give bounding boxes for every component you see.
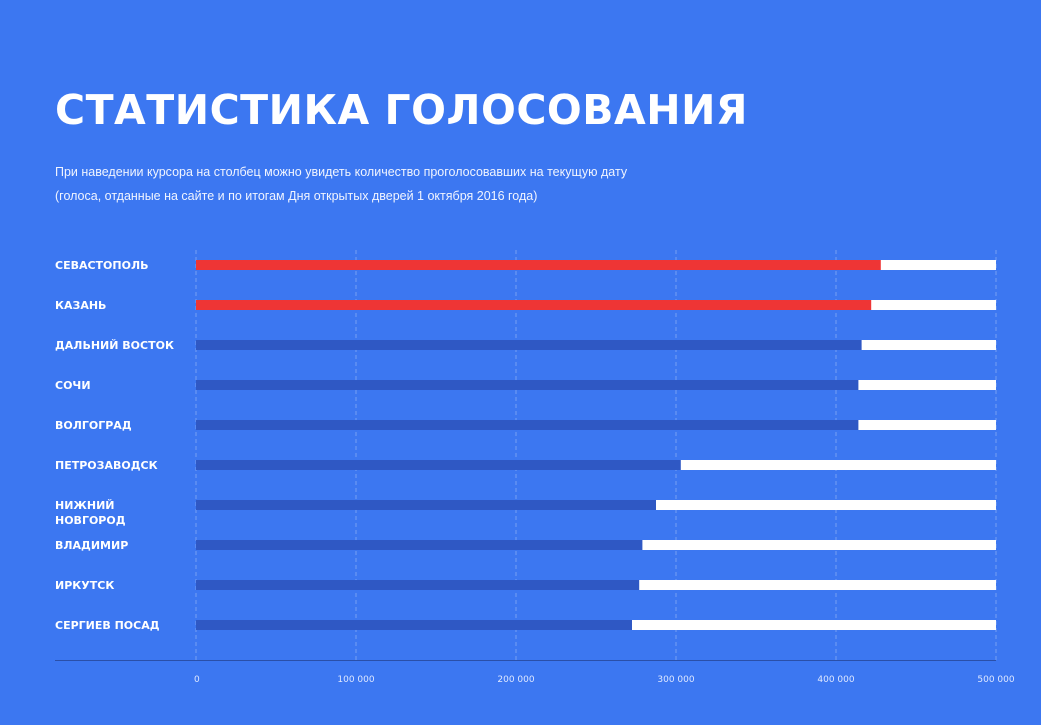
category-label: СОЧИ (55, 379, 91, 392)
bar[interactable] (196, 380, 859, 390)
category-label: ИРКУТСК (55, 579, 114, 592)
category-label: ВОЛГОГРАД (55, 419, 132, 432)
bar[interactable] (196, 340, 862, 350)
x-tick-label: 100 000 (337, 675, 374, 685)
x-tick-label: 500 000 (977, 675, 1014, 685)
bar[interactable] (196, 580, 640, 590)
x-tick-label: 0 (194, 675, 200, 685)
category-label: ПЕТРОЗАВОДСК (55, 459, 158, 472)
x-tick-label: 300 000 (657, 675, 694, 685)
x-tick-label: 400 000 (817, 675, 854, 685)
category-label: СЕРГИЕВ ПОСАД (55, 619, 160, 632)
x-tick-label: 200 000 (497, 675, 534, 685)
subtitle-line-1: При наведении курсора на столбец можно у… (55, 165, 628, 179)
bar[interactable] (196, 540, 643, 550)
category-label: ДАЛЬНИЙ ВОСТОК (55, 339, 174, 352)
category-label: СЕВАСТОПОЛЬ (55, 259, 149, 272)
category-label: КАЗАНЬ (55, 299, 106, 312)
subtitle-line-2: (голоса, отданные на сайте и по итогам Д… (55, 189, 538, 203)
category-label: НИЖНИЙ НОВГОРОД (55, 499, 126, 527)
bar[interactable] (196, 460, 681, 470)
bar[interactable] (196, 260, 881, 270)
bar[interactable] (196, 500, 656, 510)
bar[interactable] (196, 620, 632, 630)
category-label: ВЛАДИМИР (55, 539, 128, 552)
bar[interactable] (196, 300, 872, 310)
bar[interactable] (196, 420, 859, 430)
page-title: СТАТИСТИКА ГОЛОСОВАНИЯ (55, 86, 748, 134)
